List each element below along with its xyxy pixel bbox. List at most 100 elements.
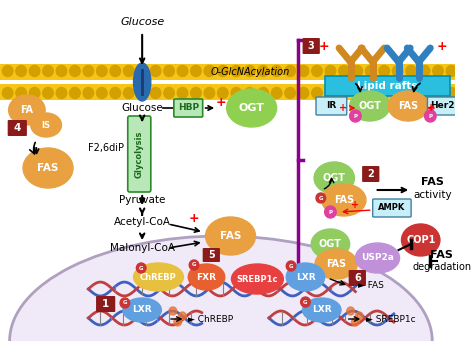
Circle shape <box>29 88 40 99</box>
Circle shape <box>258 65 268 76</box>
Text: ► ChREBP: ► ChREBP <box>188 314 233 324</box>
Circle shape <box>16 65 27 76</box>
Text: +: + <box>427 103 435 113</box>
Circle shape <box>356 312 363 320</box>
Text: +: + <box>437 40 447 53</box>
Circle shape <box>350 110 361 122</box>
Circle shape <box>406 65 416 76</box>
Text: OGT: OGT <box>238 103 264 113</box>
Circle shape <box>425 110 436 122</box>
Text: +: + <box>189 211 200 224</box>
Circle shape <box>164 88 174 99</box>
Circle shape <box>258 88 268 99</box>
Circle shape <box>271 88 282 99</box>
FancyBboxPatch shape <box>428 97 458 115</box>
Text: P: P <box>354 114 357 119</box>
Text: activity: activity <box>413 190 452 200</box>
Text: 5: 5 <box>208 250 215 260</box>
Ellipse shape <box>231 264 283 294</box>
Circle shape <box>177 65 188 76</box>
Circle shape <box>174 318 182 326</box>
Text: Her2: Her2 <box>430 102 455 110</box>
Ellipse shape <box>134 63 151 101</box>
Ellipse shape <box>9 236 432 341</box>
Circle shape <box>271 65 282 76</box>
Circle shape <box>325 65 336 76</box>
Text: ChREBP: ChREBP <box>140 272 177 282</box>
FancyBboxPatch shape <box>349 270 366 286</box>
Circle shape <box>433 65 443 76</box>
Text: FAS: FAS <box>220 231 241 241</box>
Text: IR: IR <box>326 102 337 110</box>
Circle shape <box>231 65 242 76</box>
Text: G: G <box>123 300 127 306</box>
Bar <box>0 84 456 100</box>
Text: LXR: LXR <box>312 306 332 314</box>
Ellipse shape <box>356 243 400 273</box>
Circle shape <box>298 65 309 76</box>
Bar <box>325 76 449 96</box>
Text: Acetyl-CoA: Acetyl-CoA <box>114 217 171 227</box>
Circle shape <box>419 88 430 99</box>
Text: G: G <box>289 264 293 268</box>
Circle shape <box>446 65 457 76</box>
Ellipse shape <box>23 148 73 188</box>
Circle shape <box>286 261 296 271</box>
Ellipse shape <box>401 224 440 256</box>
Text: FXR: FXR <box>197 272 217 282</box>
Text: G: G <box>192 263 196 267</box>
Text: HBP: HBP <box>178 104 199 113</box>
Text: FAS: FAS <box>430 250 453 260</box>
Circle shape <box>2 88 13 99</box>
Ellipse shape <box>322 184 366 216</box>
Text: 2: 2 <box>367 169 374 179</box>
Circle shape <box>137 65 147 76</box>
Circle shape <box>70 88 80 99</box>
Circle shape <box>379 65 390 76</box>
Ellipse shape <box>311 229 350 259</box>
Text: G: G <box>303 299 308 305</box>
Ellipse shape <box>227 89 277 127</box>
Text: FAS: FAS <box>37 163 59 173</box>
Text: Malonyl-CoA: Malonyl-CoA <box>109 243 174 253</box>
Text: G: G <box>139 266 144 270</box>
FancyBboxPatch shape <box>8 120 27 136</box>
Text: P: P <box>428 114 432 119</box>
Text: P: P <box>328 209 332 214</box>
Text: Glucose: Glucose <box>121 103 163 113</box>
Ellipse shape <box>388 91 428 121</box>
Circle shape <box>56 65 67 76</box>
Circle shape <box>365 88 376 99</box>
FancyBboxPatch shape <box>128 116 151 192</box>
Circle shape <box>97 88 107 99</box>
Text: FA: FA <box>20 105 33 115</box>
Circle shape <box>43 65 53 76</box>
Ellipse shape <box>315 249 357 279</box>
Text: LXR: LXR <box>296 272 315 282</box>
Circle shape <box>245 65 255 76</box>
FancyBboxPatch shape <box>316 97 347 115</box>
Circle shape <box>419 65 430 76</box>
Text: 1: 1 <box>102 299 109 309</box>
Circle shape <box>43 88 53 99</box>
Text: COP1: COP1 <box>406 235 436 245</box>
Text: ► FAS: ► FAS <box>358 281 384 290</box>
Ellipse shape <box>350 91 390 121</box>
Text: Glucose: Glucose <box>120 17 164 27</box>
FancyBboxPatch shape <box>362 166 379 182</box>
Text: +: + <box>319 40 329 53</box>
Text: Pyruvate: Pyruvate <box>119 195 165 205</box>
Text: Lipid rafts: Lipid rafts <box>357 81 417 91</box>
Text: F2,6diP: F2,6diP <box>88 143 124 153</box>
Circle shape <box>285 65 295 76</box>
Ellipse shape <box>31 113 62 137</box>
Text: USP2a: USP2a <box>361 253 394 263</box>
Text: AMPK: AMPK <box>378 204 406 212</box>
Circle shape <box>150 65 161 76</box>
FancyBboxPatch shape <box>203 248 220 262</box>
Circle shape <box>312 65 322 76</box>
Circle shape <box>316 193 326 203</box>
Circle shape <box>2 65 13 76</box>
Text: FAS: FAS <box>398 101 418 111</box>
Text: FAS: FAS <box>421 177 444 187</box>
